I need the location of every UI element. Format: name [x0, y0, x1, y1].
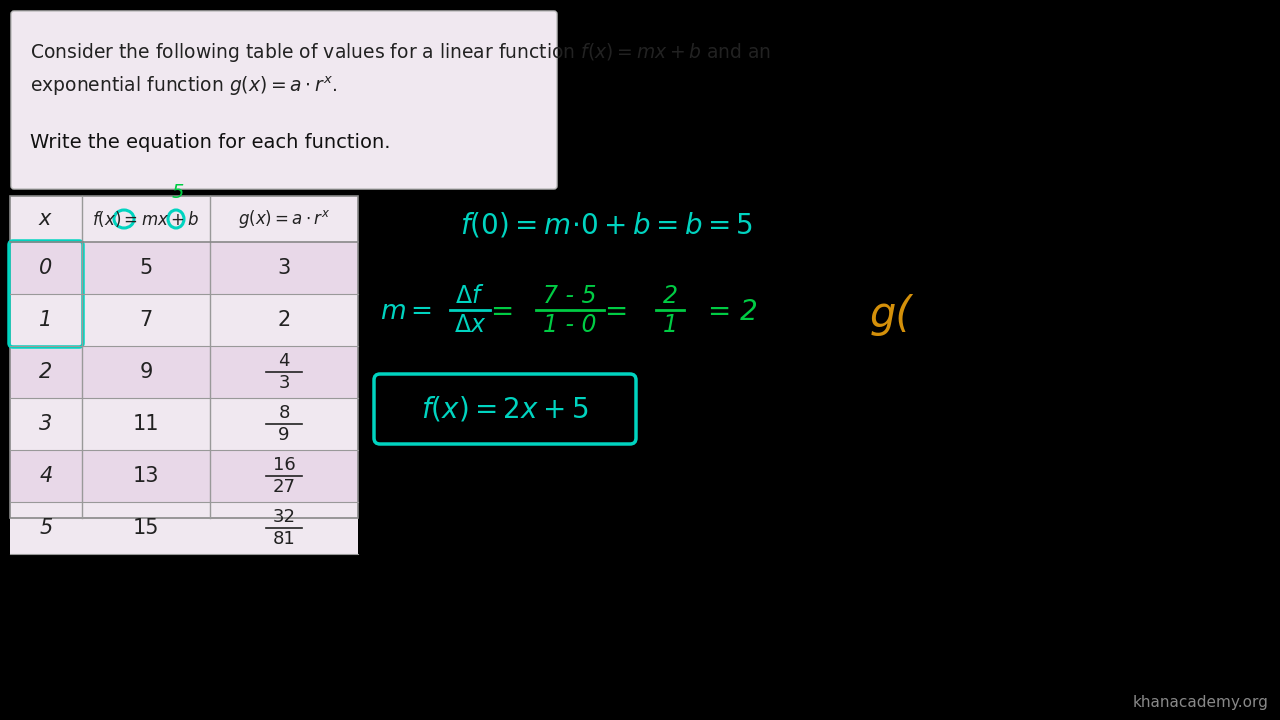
Text: 81: 81: [273, 530, 296, 548]
Text: 3: 3: [278, 374, 289, 392]
Text: $f(0) = m\!\cdot\!0 + b = b = 5$: $f(0) = m\!\cdot\!0 + b = b = 5$: [460, 210, 753, 240]
Bar: [10, 196, 358, 518]
Text: 7: 7: [140, 310, 152, 330]
Bar: [10, 398, 358, 450]
Text: 5: 5: [172, 184, 184, 202]
FancyBboxPatch shape: [12, 11, 557, 189]
Text: $x$: $x$: [38, 209, 54, 229]
Text: 8: 8: [278, 404, 289, 422]
Bar: [10, 242, 358, 294]
Bar: [10, 450, 358, 502]
Bar: [10, 196, 358, 518]
Text: 7 - 5: 7 - 5: [543, 284, 596, 308]
Text: 4: 4: [278, 352, 289, 370]
Text: 2: 2: [40, 362, 52, 382]
Text: g(: g(: [870, 294, 913, 336]
Text: 9: 9: [278, 426, 289, 444]
Text: 5: 5: [140, 258, 152, 278]
Text: 9: 9: [140, 362, 152, 382]
Text: 2: 2: [663, 284, 677, 308]
Text: 11: 11: [133, 414, 159, 434]
Text: khanacademy.org: khanacademy.org: [1132, 695, 1268, 710]
Text: 3: 3: [278, 258, 291, 278]
Text: 2: 2: [278, 310, 291, 330]
Text: =: =: [604, 298, 627, 326]
Text: $g(x) = a \cdot r^x$: $g(x) = a \cdot r^x$: [238, 208, 330, 230]
Text: = 2: = 2: [708, 298, 758, 326]
Bar: [10, 346, 358, 398]
Text: Consider the following table of values for a linear function $f(x) = mx + b$ and: Consider the following table of values f…: [29, 40, 772, 63]
Text: 0: 0: [40, 258, 52, 278]
Text: $f(x) = mx + b$: $f(x) = mx + b$: [92, 209, 200, 229]
Text: 32: 32: [273, 508, 296, 526]
Text: 15: 15: [133, 518, 159, 538]
Bar: [10, 294, 358, 346]
Text: $\Delta f$: $\Delta f$: [456, 284, 485, 308]
Bar: [10, 502, 358, 554]
Text: 13: 13: [133, 466, 159, 486]
Text: $\Delta x$: $\Delta x$: [454, 313, 486, 337]
Text: =: =: [490, 298, 513, 326]
Text: 3: 3: [40, 414, 52, 434]
Text: 4: 4: [40, 466, 52, 486]
Text: exponential function $g(x) = a \cdot r^x$.: exponential function $g(x) = a \cdot r^x…: [29, 74, 338, 98]
Text: 27: 27: [273, 478, 296, 496]
Text: Write the equation for each function.: Write the equation for each function.: [29, 132, 390, 151]
Text: 16: 16: [273, 456, 296, 474]
Text: 1 - 0: 1 - 0: [543, 313, 596, 337]
Text: $f(x) = 2x + 5$: $f(x) = 2x + 5$: [421, 395, 589, 423]
Text: 1: 1: [40, 310, 52, 330]
Text: 1: 1: [663, 313, 677, 337]
Text: 5: 5: [40, 518, 52, 538]
Text: $m =$: $m =$: [380, 299, 433, 325]
